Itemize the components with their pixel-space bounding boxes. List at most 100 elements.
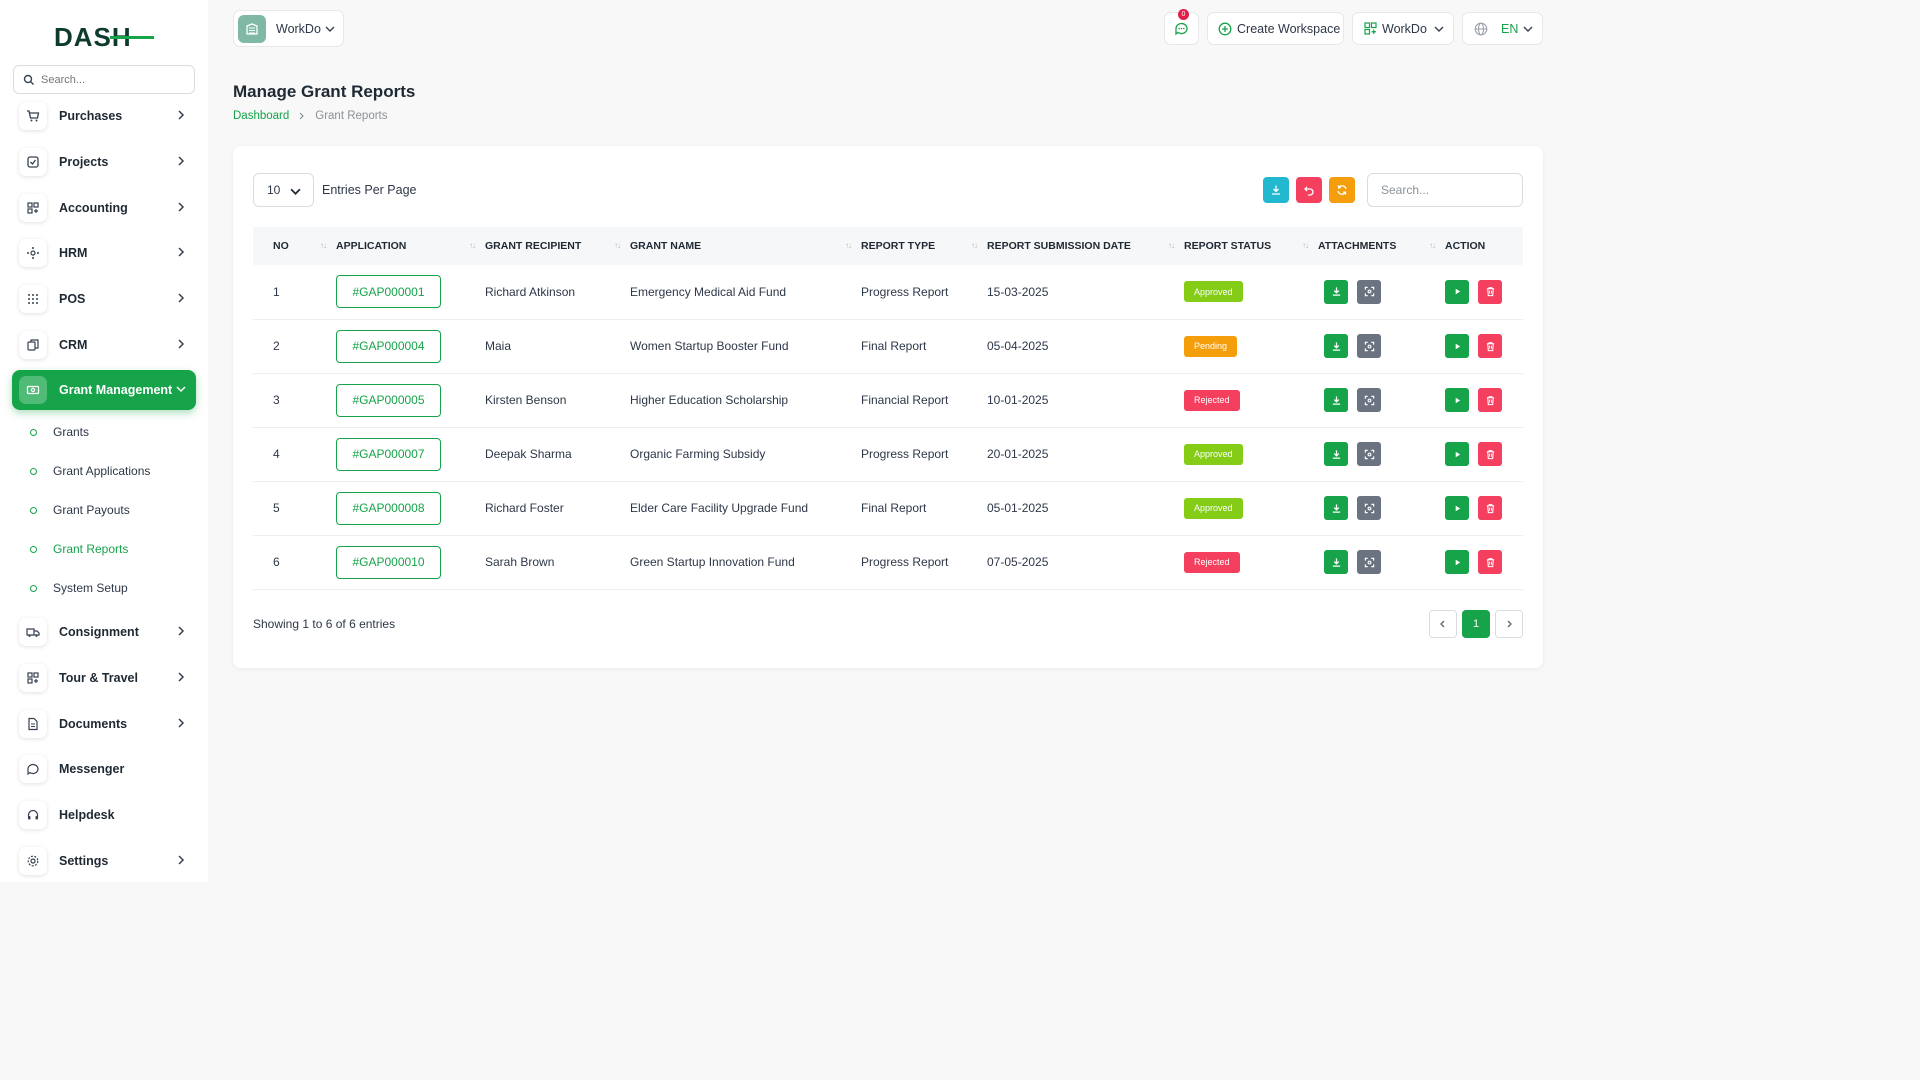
sidebar-item-grant-management[interactable]: Grant Management [12,370,196,410]
preview-attachment-button[interactable] [1357,442,1381,466]
download-attachment-button[interactable] [1324,388,1348,412]
view-report-button[interactable] [1445,442,1469,466]
cell-recipient: Kirsten Benson [485,393,567,407]
cell-grant-name: Elder Care Facility Upgrade Fund [630,501,809,515]
delete-report-button[interactable] [1478,388,1502,412]
cell-submission-date: 05-01-2025 [987,501,1049,515]
notifications-button[interactable]: 0 [1164,9,1199,45]
pagination-page-1[interactable]: 1 [1462,610,1490,638]
reset-button[interactable] [1296,177,1322,203]
sidebar-item-helpdesk[interactable]: Helpdesk [12,795,196,835]
pagination-next-button[interactable] [1495,610,1523,638]
column-header-grant-name[interactable]: GRANT NAME ↑↓ [630,240,852,252]
sidebar-subitem-system-setup[interactable]: System Setup [30,576,128,600]
status-badge: Approved [1184,497,1243,519]
sidebar-item-messenger[interactable]: Messenger [12,749,196,789]
checkbox-icon [19,148,47,176]
sidebar-subitem-grant-reports[interactable]: Grant Reports [30,537,128,561]
sort-icon: ↑↓ [469,241,476,250]
delete-report-button[interactable] [1478,442,1502,466]
sidebar-item-documents[interactable]: Documents [12,704,196,744]
column-header-grant-recipient[interactable]: GRANT RECIPIENT ↑↓ [485,240,621,252]
cell-application: #GAP000004 [336,319,485,373]
application-link-button[interactable]: #GAP000007 [336,437,441,471]
sidebar-item-hrm[interactable]: HRM [12,233,196,273]
download-attachment-button[interactable] [1324,279,1348,304]
download-attachment-button[interactable] [1324,496,1348,520]
create-workspace-button[interactable]: Create Workspace [1207,12,1344,45]
table-row: 6 #GAP000010 Sarah Brown Green Startup Inno… [253,535,1523,589]
application-link-button[interactable]: #GAP000004 [336,329,441,363]
sidebar-subitem-grant-applications[interactable]: Grant Applications [30,459,150,483]
sidebar-subitem-label: Grant Applications [53,464,151,478]
sidebar-item-settings[interactable]: Settings [12,841,196,881]
view-report-button[interactable] [1445,550,1469,574]
application-link-button[interactable]: #GAP000005 [336,383,441,417]
sidebar-search[interactable] [13,65,195,94]
preview-attachment-button[interactable] [1357,550,1381,574]
delete-report-button[interactable] [1478,496,1502,520]
column-header-submission-date[interactable]: REPORT SUBMISSION DATE ↑↓ [987,240,1175,252]
application-link-button[interactable]: #GAP000008 [336,491,441,525]
view-report-button[interactable] [1445,496,1469,520]
cell-application: #GAP000001 [336,265,485,319]
column-header-report-type[interactable]: REPORT TYPE ↑↓ [861,240,978,252]
sidebar-item-pos[interactable]: POS [12,279,196,319]
sidebar-item-consignment[interactable]: Consignment [12,612,196,652]
view-report-button[interactable] [1445,279,1469,304]
grant-reports-card: 10 Entries Per Page NO↑↓ APPLICATION↑↓ G… [233,146,1543,668]
sidebar-item-projects[interactable]: Projects [12,142,196,182]
chevron-right-icon [178,718,185,728]
cell-recipient: Maia [485,339,512,353]
sidebar-item-purchases[interactable]: Purchases [12,96,196,136]
preview-attachment-button[interactable] [1357,279,1381,304]
view-report-button[interactable] [1445,334,1469,358]
cell-report-status: Rejected [1184,535,1318,589]
preview-attachment-button[interactable] [1357,334,1381,358]
pagination-prev-button[interactable] [1429,610,1457,638]
cell-submission-date: 05-04-2025 [987,339,1049,353]
application-link-button[interactable]: #GAP000010 [336,545,441,579]
chevron-right-icon [1507,620,1512,628]
bullet-icon [30,545,37,553]
column-header-attachments[interactable]: ATTACHMENTS ↑↓ [1318,240,1436,252]
column-header-report-status[interactable]: REPORT STATUS ↑↓ [1184,240,1309,252]
workspace-selector[interactable]: WorkDo [233,10,344,47]
language-selector[interactable]: EN [1462,12,1543,45]
sidebar-subitem-grants[interactable]: Grants [30,420,89,444]
cell-report-status: Rejected [1184,373,1318,427]
sidebar-item-accounting[interactable]: Accounting [12,188,196,228]
entries-per-page-select[interactable]: 10 [253,173,314,207]
cell-grant-name: Green Startup Innovation Fund [630,555,795,569]
delete-report-button[interactable] [1478,550,1502,574]
view-report-button[interactable] [1445,388,1469,412]
download-attachment-button[interactable] [1324,442,1348,466]
download-attachment-button[interactable] [1324,550,1348,574]
breadcrumb-dashboard-link[interactable]: Dashboard [233,110,290,122]
cell-no: 4 [273,447,280,461]
cell-grant-name: Emergency Medical Aid Fund [630,284,787,299]
export-button[interactable] [1263,177,1289,203]
sidebar-subitem-grant-payouts[interactable]: Grant Payouts [30,498,130,522]
dash-logo[interactable]: DASH [52,22,162,52]
sidebar-item-tour-travel[interactable]: Tour & Travel [12,658,196,698]
entries-per-page-label: Entries Per Page [322,183,417,197]
refresh-button[interactable] [1329,177,1355,203]
preview-attachment-button[interactable] [1357,388,1381,412]
column-header-no[interactable]: NO ↑↓ [273,240,327,252]
entries-per-page-value: 10 [267,183,281,197]
sidebar-item-crm[interactable]: CRM [12,325,196,365]
preview-attachment-button[interactable] [1357,496,1381,520]
column-header-application[interactable]: APPLICATION ↑↓ [336,240,476,252]
table-row: 1 #GAP000001 Richard Atkinson Emergency Med… [253,265,1523,319]
table-search-input[interactable] [1367,173,1523,207]
delete-report-button[interactable] [1478,279,1502,304]
sidebar-item-label: Messenger [59,762,125,776]
cell-submission-date: 10-01-2025 [987,393,1049,407]
download-icon [1332,449,1340,459]
download-attachment-button[interactable] [1324,334,1348,358]
application-link-button[interactable]: #GAP000001 [336,275,441,309]
workspace-switcher[interactable]: WorkDo [1352,12,1454,45]
delete-report-button[interactable] [1478,334,1502,358]
sidebar-search-input[interactable] [41,73,181,86]
